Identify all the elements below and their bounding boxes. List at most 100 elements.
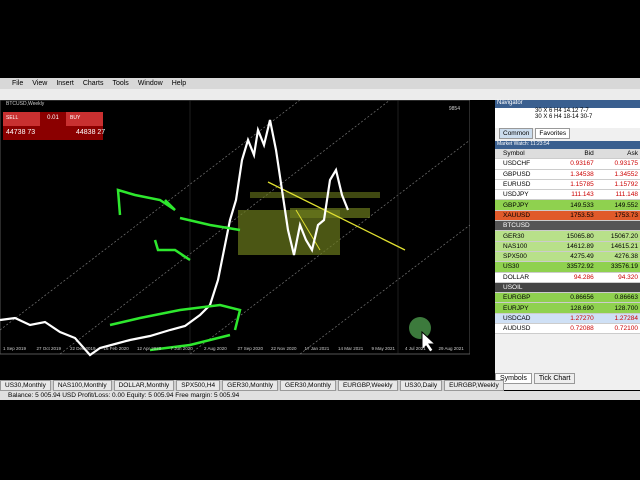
x-tick-label: 7 Jun 2020 [171, 346, 194, 351]
symbol-row[interactable]: GBPJPY 149.533 149.552 [495, 200, 640, 211]
symbol-row[interactable]: USDCHF 0.93167 0.93175 [495, 159, 640, 170]
quote: 0.86656 [570, 294, 594, 302]
chart-tab[interactable]: US30,Daily [399, 380, 443, 391]
quote: 94.286 [573, 273, 594, 281]
trendline [267, 181, 406, 251]
x-tick-label: 4 Jul 2021 [405, 346, 426, 351]
symbol-row[interactable]: EURUSD 1.15785 1.15792 [495, 179, 640, 191]
market-watch-title: Market Watch: 11:23:54 [495, 141, 640, 149]
symbol-row[interactable]: XAUUSD 1753.53 1753.73 [495, 210, 640, 222]
sell-label[interactable]: SELL [6, 115, 18, 121]
zone [250, 192, 380, 198]
chart-title: BTCUSD,Weekly [6, 101, 45, 107]
sell-button[interactable] [3, 112, 40, 126]
buy-price: 44838 27 [76, 129, 105, 136]
symbol: SPX500 [503, 253, 527, 261]
chart-tab[interactable]: GER30,Monthly [280, 380, 336, 391]
navigator-item[interactable]: 30 X 6 H4 18-14 30-7 [535, 114, 593, 120]
lot-size[interactable]: 0.01 [47, 115, 59, 121]
x-tick-label: 16 Feb 2020 [104, 346, 130, 351]
menu-item[interactable]: File [12, 80, 24, 87]
quote: 1.15785 [570, 181, 594, 189]
menu-item[interactable]: Insert [56, 80, 74, 87]
x-tick-label: 22 Dec 2019 [70, 346, 96, 351]
status-bar: Balance: 5 005.94 USD Profit/Loss: 0.00 … [0, 391, 640, 400]
toolbar [0, 89, 640, 100]
quote: 0.93175 [614, 160, 639, 168]
symbol: GBPUSD [503, 170, 531, 178]
symbol: US30 [503, 263, 520, 271]
cursor [421, 330, 437, 353]
symbol-row[interactable]: US30 33572.92 33576.19 [495, 262, 640, 273]
quote: 15067.20 [610, 232, 639, 240]
symbol-row[interactable]: NAS100 14612.89 14615.21 [495, 241, 640, 252]
symbol: USDCHF [503, 160, 531, 168]
x-tick-label: 22 Nov 2020 [271, 346, 297, 351]
symbol-row[interactable]: BTCUSD [495, 221, 640, 232]
quote: 128.700 [614, 304, 639, 312]
buy-label[interactable]: BUY [70, 115, 81, 121]
symbol: GBPJPY [503, 201, 529, 209]
chart-corner: 9854 [449, 106, 460, 112]
quote: 128.690 [570, 304, 594, 312]
quote: 0.93167 [570, 160, 594, 168]
symbol: GER30 [503, 232, 525, 240]
chart: BTCUSD,Weekly 9854 SELL BUY 0.01 44738 7… [0, 100, 495, 380]
chart-tab[interactable]: NAS100,Monthly [52, 380, 112, 391]
symbol-row[interactable]: AUDUSD 0.72088 0.72100 [495, 324, 640, 335]
price-axis [470, 100, 495, 380]
quote: 94.320 [618, 273, 639, 281]
symbol-row[interactable]: EURGBP 0.86656 0.86663 [495, 293, 640, 304]
cursor-highlight [409, 317, 431, 339]
trendline [295, 209, 321, 251]
menu-item[interactable]: Charts [82, 80, 104, 87]
quote: 14612.89 [566, 242, 594, 250]
quote: 1.27284 [614, 314, 639, 322]
navigator-title: Navigator [495, 100, 640, 108]
quote: 1.34552 [614, 170, 639, 178]
x-tick-label: 9 May 2021 [372, 346, 396, 351]
navigator-item[interactable]: 30 X 6 H4 14.12 7-7 [535, 108, 589, 114]
quote: 0.86663 [614, 294, 639, 302]
chart-tab[interactable]: EURGBP,Weekly [337, 380, 398, 391]
plot-area [0, 100, 471, 355]
chart-tab[interactable]: US30,Monthly [0, 380, 51, 391]
menu-item[interactable]: Help [171, 80, 187, 87]
symbol-row[interactable]: GER30 15065.80 15067.20 [495, 231, 640, 242]
symbol-row[interactable]: DOLLAR 94.286 94.320 [495, 272, 640, 283]
chart-tab[interactable]: GER30,Monthly [222, 380, 279, 391]
chart-window: BTCUSD,Weekly 9854 SELL BUY 0.01 44738 7… [0, 100, 495, 380]
symbol-row[interactable]: USDJPY 111.143 111.148 [495, 190, 640, 201]
symbol-row[interactable]: SPX500 4275.49 4276.38 [495, 251, 640, 263]
chart-tab[interactable]: DOLLAR,Monthly [113, 380, 175, 391]
quote: 149.552 [614, 201, 639, 209]
navigator-tab[interactable]: Favorites [535, 128, 571, 139]
chart-tabs: US30,Monthly NAS100,Monthly DOLLAR,Monthly… [0, 380, 504, 391]
x-tick-label: 17 Jan 2021 [305, 346, 330, 351]
market-watch-header: Symbol Bid Ask [495, 149, 640, 160]
symbol: USDJPY [503, 191, 529, 199]
quote: 15065.80 [566, 232, 594, 240]
quote: 111.148 [615, 191, 639, 199]
quote: 1.34538 [570, 170, 594, 178]
sell-price: 44738 73 [6, 129, 35, 136]
chart-tab[interactable]: SPX500,H4 [176, 380, 221, 391]
market-watch-tab[interactable]: Tick Chart [533, 373, 576, 384]
symbol-row[interactable]: GBPUSD 1.34538 1.34552 [495, 169, 640, 180]
symbol-row[interactable]: USDCAD 1.27270 1.27284 [495, 313, 640, 325]
symbol: EURJPY [503, 304, 529, 312]
navigator-tab[interactable]: Common [499, 128, 534, 139]
symbol-row[interactable]: EURJPY 128.690 128.700 [495, 303, 640, 314]
menu-item[interactable]: Window [137, 80, 163, 87]
chart-tab[interactable]: EURGBP,Weekly [444, 380, 504, 391]
quote: 1753.73 [614, 211, 639, 219]
buy-button[interactable] [66, 112, 103, 126]
market-watch-tab[interactable]: Symbols [495, 373, 532, 384]
menu-item[interactable]: Tools [112, 80, 129, 87]
menu-item[interactable]: View [32, 80, 48, 87]
x-tick-label: 14 Mar 2021 [338, 346, 364, 351]
quote: 4276.38 [614, 253, 639, 261]
symbol: EURUSD [503, 181, 531, 189]
quote: 111.143 [571, 191, 594, 199]
symbol-row[interactable]: USOIL [495, 282, 640, 294]
